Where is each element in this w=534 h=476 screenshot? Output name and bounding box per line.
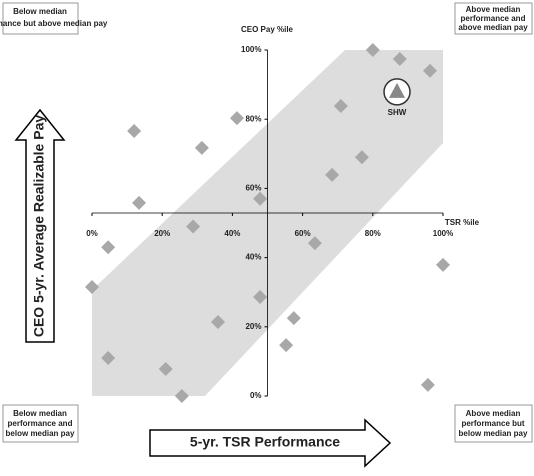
quadrant-label: Above median [466, 409, 521, 418]
point [420, 377, 435, 392]
quadrant-label: Below median [13, 7, 67, 16]
point [333, 99, 348, 114]
x-tick-label: 100% [433, 229, 453, 238]
point [423, 63, 438, 78]
y-tick-label: 100% [241, 45, 261, 54]
point [194, 140, 209, 155]
quadrant-label: performance but above median pay [0, 19, 108, 28]
point [279, 338, 294, 353]
point [174, 389, 189, 403]
x-tick-label: 20% [154, 229, 170, 238]
quadrant-label: Above median [466, 5, 521, 14]
point [229, 111, 244, 126]
y-tick-label: 40% [245, 253, 261, 262]
highlight-label: SHW [388, 108, 407, 117]
point [211, 314, 226, 329]
x-tick-label: 0% [86, 229, 98, 238]
quadrant-label: below median pay [6, 429, 75, 438]
point [253, 191, 268, 206]
point [365, 43, 380, 57]
point [186, 219, 201, 234]
quadrant-label: performance but [461, 419, 524, 428]
y-arrow [14, 108, 66, 343]
y-arrow-label: CEO 5-yr. Average Realizable Pay [31, 115, 47, 338]
point [436, 257, 450, 272]
quadrant-label: Below median [13, 409, 67, 418]
point [127, 123, 142, 138]
x-axis-title: TSR %ile [445, 218, 480, 227]
x-tick-label: 60% [295, 229, 311, 238]
quadrant-label: above median pay [458, 23, 528, 32]
point [392, 51, 407, 66]
x-tick-label: 80% [365, 229, 381, 238]
y-tick-label: 0% [250, 391, 262, 400]
point [286, 311, 301, 326]
x-arrow [149, 418, 392, 468]
point [101, 240, 116, 255]
point [307, 236, 322, 251]
quadrant-box [2, 404, 79, 443]
point [101, 350, 116, 365]
y-tick-label: 20% [245, 322, 261, 331]
x-arrow-label: 5-yr. TSR Performance [190, 434, 340, 450]
y-tick-label: 80% [245, 114, 261, 123]
quadrant-box [454, 404, 533, 443]
point [354, 150, 369, 165]
quadrant-label: below median pay [459, 429, 528, 438]
quadrant-label: performance and [8, 419, 73, 428]
point [85, 280, 99, 295]
point [253, 290, 268, 305]
x-tick-label: 40% [224, 229, 240, 238]
point [132, 195, 147, 210]
y-axis-title: CEO Pay %ile [241, 25, 294, 34]
y-tick-label: 60% [245, 184, 261, 193]
quadrant-box [2, 2, 79, 35]
quadrant-box [454, 2, 533, 35]
highlight-point [389, 82, 406, 98]
point [158, 362, 173, 377]
point [325, 167, 340, 182]
quadrant-label: performance and [461, 14, 526, 23]
